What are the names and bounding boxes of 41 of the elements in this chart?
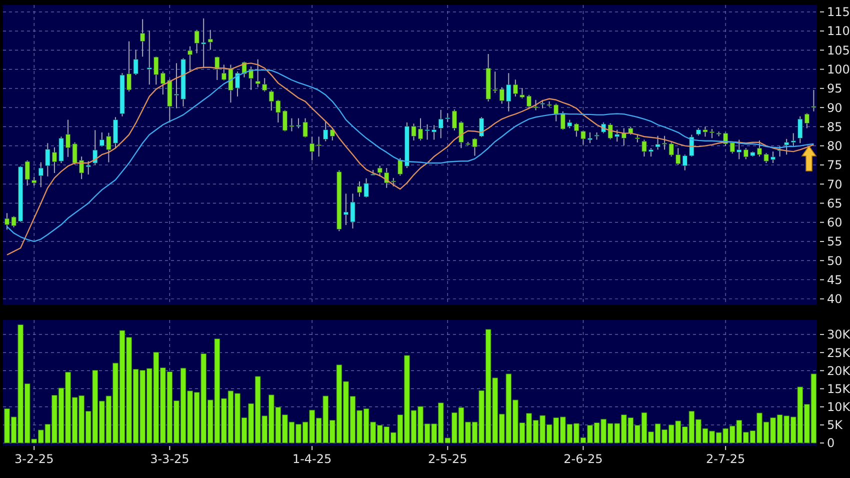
candlestick <box>38 162 44 188</box>
candlestick <box>140 18 146 58</box>
y-tick-label: 110 <box>827 24 850 38</box>
y-tick-label: 65 <box>827 196 842 210</box>
x-tick-label: 2-6-25 <box>564 452 603 466</box>
y-tick-label: 20K <box>827 364 850 378</box>
x-tick-label: 1-4-25 <box>292 452 332 466</box>
x-tick-label: 2-5-25 <box>428 452 468 466</box>
x-tick-label: 2-7-25 <box>706 452 746 466</box>
y-tick-label: 55 <box>827 234 842 249</box>
y-tick-label: 60 <box>827 216 842 230</box>
y-tick-label: 100 <box>827 62 850 76</box>
y-tick-label: 5K <box>827 418 844 432</box>
candlestick <box>533 99 538 111</box>
y-tick-label: 70 <box>827 177 842 192</box>
y-tick-label: 40 <box>827 292 842 306</box>
candlestick <box>811 89 816 112</box>
y-tick-label: 30K <box>827 328 850 342</box>
candlestick <box>323 120 328 142</box>
candlestick <box>255 58 260 88</box>
y-tick-label: 90 <box>827 100 842 115</box>
x-tick-label: 3-3-25 <box>150 452 190 466</box>
candlestick <box>262 78 268 92</box>
candlestick <box>92 130 98 166</box>
y-tick-label: 15K <box>827 382 850 396</box>
candlestick <box>479 116 484 138</box>
y-tick-label: 45 <box>827 272 842 287</box>
y-tick-label: 0 <box>827 436 835 450</box>
candlestick <box>188 46 193 72</box>
y-tick-label: 10K <box>827 400 850 414</box>
y-tick-label: 95 <box>827 82 842 96</box>
y-tick-label: 25K <box>827 346 850 360</box>
y-tick-label: 75 <box>827 158 842 172</box>
candlestick <box>214 56 220 80</box>
y-tick-label: 105 <box>827 43 850 58</box>
candlestick <box>330 128 335 141</box>
y-tick-label: 85 <box>827 120 842 134</box>
y-tick-label: 50 <box>827 254 842 268</box>
y-tick-label: 80 <box>827 139 842 154</box>
x-tick-label: 3-2-25 <box>14 452 54 466</box>
y-tick-label: 115 <box>827 5 850 20</box>
